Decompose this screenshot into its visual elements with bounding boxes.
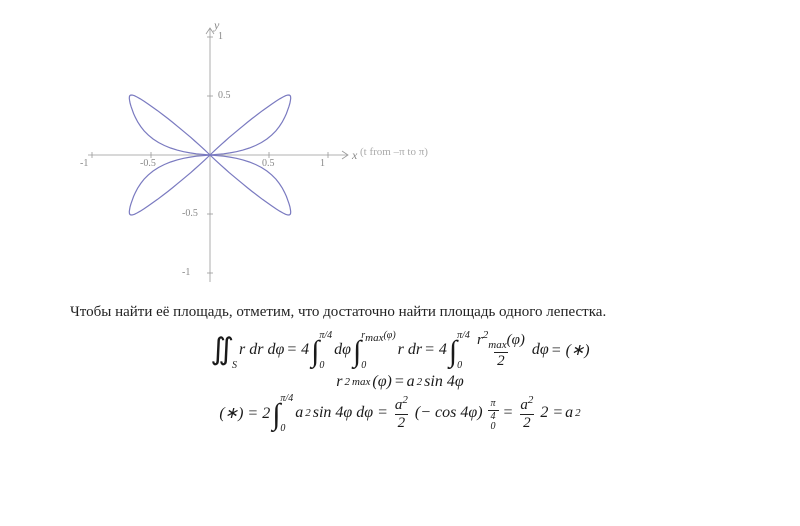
xtick-1: 1 bbox=[320, 158, 325, 169]
ytick-neg1: -1 bbox=[182, 267, 190, 278]
xtick-neg1: -1 bbox=[80, 158, 88, 169]
math-line-1: ∬ S r dr dφ = 4 ∫ π/40 dφ ∫ rmax(φ) 0 r … bbox=[40, 330, 760, 369]
math-line-2: r2max(φ) = a2 sin 4φ bbox=[40, 373, 760, 391]
body-paragraph: Чтобы найти её площадь, отметим, что дос… bbox=[40, 302, 760, 322]
rose-plot: y x -1 -0.5 0.5 1 1 0.5 -0.5 -1 (t from … bbox=[70, 20, 470, 290]
ytick-05: 0.5 bbox=[218, 90, 231, 101]
ytick-neg05: -0.5 bbox=[182, 208, 198, 219]
range-note: (t from –π to π) bbox=[360, 146, 428, 158]
xtick-05: 0.5 bbox=[262, 158, 275, 169]
math-line-3: (∗) = 2 ∫ π/40 a2 sin 4φ dφ = a2 2 (− co… bbox=[40, 395, 760, 431]
ytick-1: 1 bbox=[218, 31, 223, 42]
xtick-neg05: -0.5 bbox=[140, 158, 156, 169]
x-axis-label: x bbox=[352, 148, 357, 163]
